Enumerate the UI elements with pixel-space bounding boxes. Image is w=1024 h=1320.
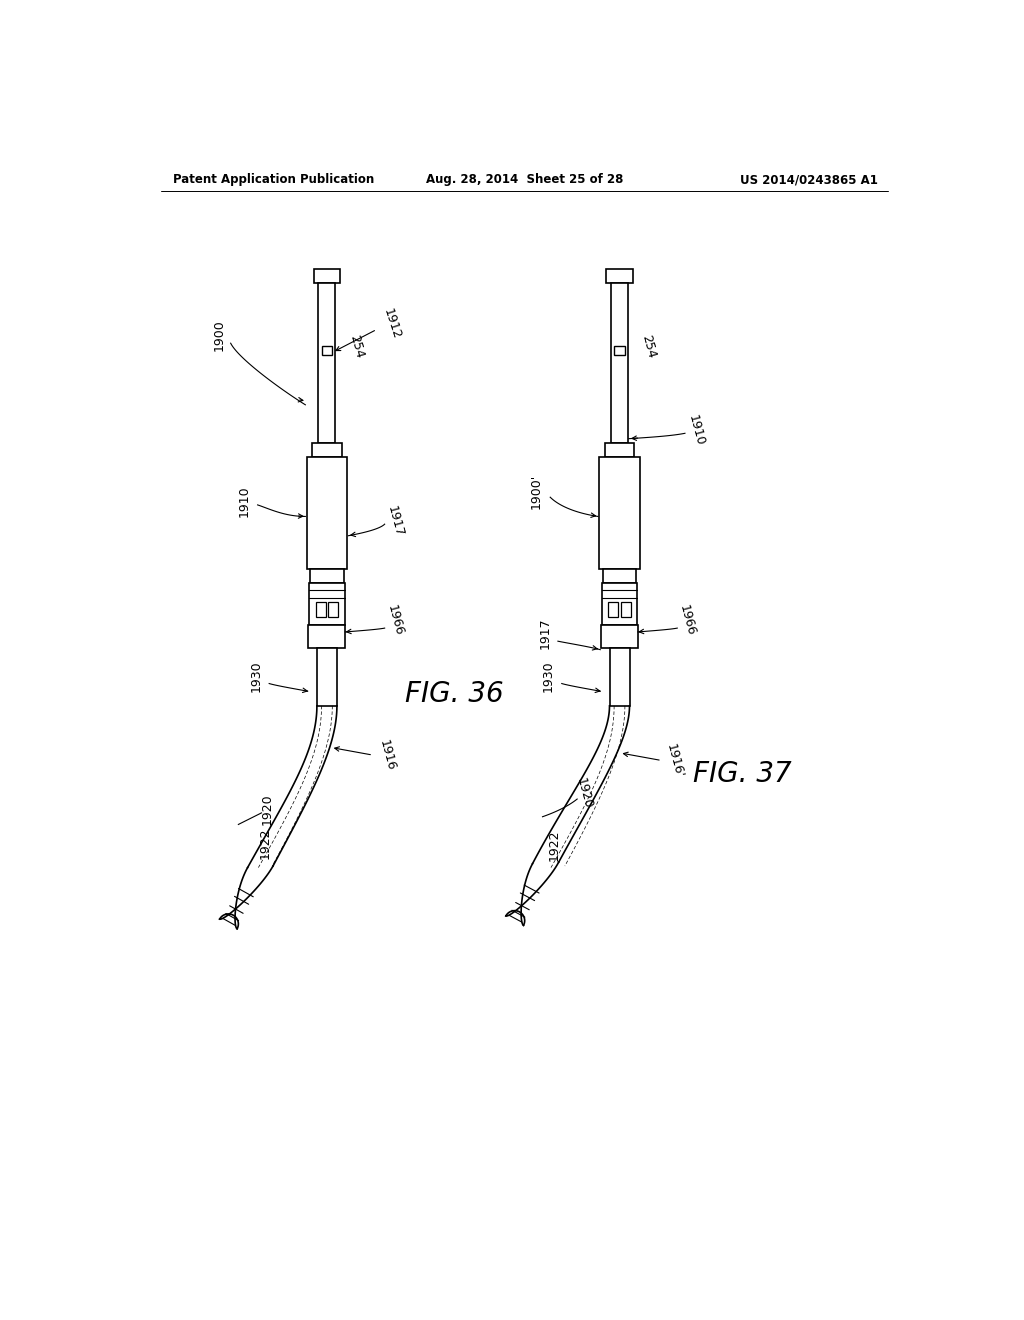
Text: 1930: 1930 [542,660,555,692]
Text: 1930: 1930 [250,660,262,692]
Bar [322,346,333,355]
Text: 1917: 1917 [384,504,406,539]
Text: FIG. 37: FIG. 37 [693,760,792,788]
Bar [315,602,326,618]
Bar [608,602,618,618]
Text: 1920: 1920 [260,793,273,825]
Bar [611,284,628,444]
Text: 1916': 1916' [665,742,686,779]
Bar [310,569,344,582]
Bar [621,602,631,618]
Bar [307,457,347,569]
Text: 1900: 1900 [213,319,225,351]
Bar [309,582,345,626]
Bar [605,444,634,457]
Text: 254: 254 [347,334,366,360]
Text: 1922: 1922 [548,829,560,861]
Text: US 2014/0243865 A1: US 2014/0243865 A1 [739,173,878,186]
Text: 1966: 1966 [384,603,406,638]
Text: 1910: 1910 [238,486,250,517]
Text: 1920: 1920 [573,776,595,810]
Bar [606,269,633,284]
Bar [328,602,338,618]
Text: 1910: 1910 [686,413,707,447]
Text: 1917: 1917 [539,618,551,649]
Bar [609,648,630,706]
Text: Patent Application Publication: Patent Application Publication [173,173,374,186]
Text: 1912: 1912 [381,308,403,341]
Bar [599,457,640,569]
Text: 254: 254 [639,334,658,360]
Text: 1916: 1916 [377,738,397,772]
Bar [313,269,340,284]
Text: Aug. 28, 2014  Sheet 25 of 28: Aug. 28, 2014 Sheet 25 of 28 [426,173,624,186]
Bar [602,582,637,626]
Text: 1922: 1922 [259,828,271,859]
Bar [308,626,345,648]
Bar [601,626,638,648]
Text: 1900': 1900' [529,474,543,508]
Bar [316,648,337,706]
Bar [312,444,342,457]
Text: 1966: 1966 [677,603,697,638]
Bar [602,569,637,582]
Bar [614,346,625,355]
Text: FIG. 36: FIG. 36 [404,680,503,708]
Bar [318,284,336,444]
